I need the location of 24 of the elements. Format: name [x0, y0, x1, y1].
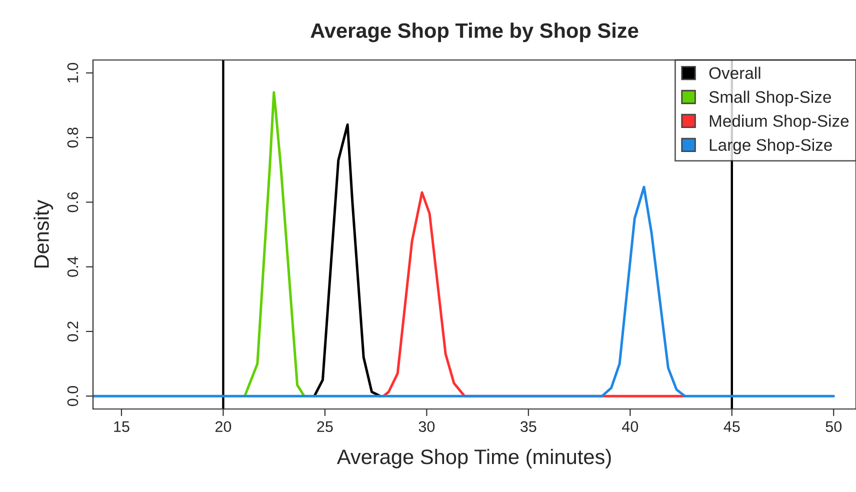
legend-label: Large Shop-Size	[710, 138, 832, 154]
y-tick-label: 0.2	[67, 322, 78, 342]
x-tick-label: 15	[114, 421, 130, 432]
y-tick-label: 0.6	[67, 192, 78, 212]
y-tick-label: 1.0	[67, 62, 78, 82]
chart-title: Average Shop Time by Shop Size	[310, 22, 638, 42]
x-tick-label: 50	[826, 421, 842, 432]
legend-label: Overall	[709, 66, 760, 79]
y-tick-label: 0.0	[67, 386, 78, 406]
x-tick-label: 40	[622, 421, 638, 432]
x-tick-label: 35	[520, 421, 536, 432]
x-tick-label: 45	[724, 421, 740, 432]
y-tick-label: 0.8	[67, 128, 78, 148]
line-series	[93, 186, 835, 398]
x-axis-title: Average Shop Time (minutes)	[336, 448, 611, 468]
y-axis-title: Density	[34, 200, 54, 268]
line-series	[244, 91, 306, 398]
line-series	[313, 123, 382, 398]
x-tick-label: 30	[418, 421, 435, 432]
x-tick-label: 25	[317, 421, 333, 432]
y-tick-label: 0.4	[67, 256, 78, 277]
legend-label: Small Shop-Size	[709, 90, 831, 106]
legend-label: Medium Shop-Size	[710, 114, 849, 130]
x-tick-label: 20	[215, 421, 232, 432]
